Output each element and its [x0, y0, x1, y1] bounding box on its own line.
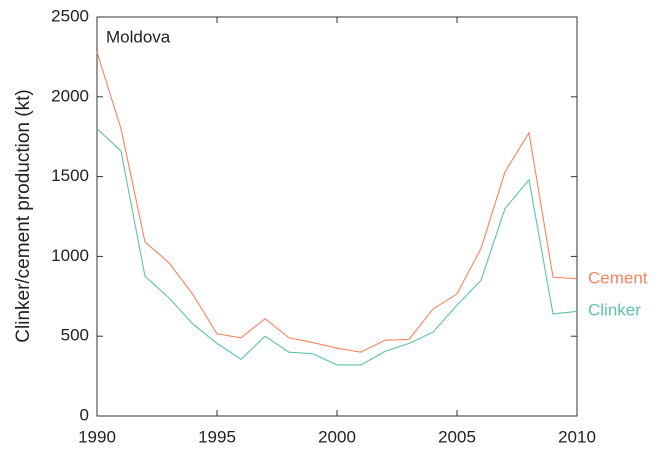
y-axis-label: Clinker/cement production (kt): [13, 89, 34, 342]
x-tick-label: 2005: [438, 427, 476, 446]
annotation: Moldova: [106, 27, 171, 46]
x-tick-label: 2000: [318, 427, 356, 446]
series-line: [96, 128, 578, 366]
y-tick-label: 2500: [51, 6, 89, 25]
y-tick-label: 2000: [51, 86, 89, 105]
legend-label: Cement: [588, 268, 648, 287]
x-tick-label: 1990: [78, 427, 116, 446]
y-tick-label: 500: [61, 326, 89, 345]
series-line: [96, 51, 578, 353]
y-tick-label: 1000: [51, 246, 89, 265]
x-tick-label: 1995: [198, 427, 236, 446]
plot-frame: [96, 16, 578, 417]
legend-label: Clinker: [588, 300, 641, 319]
x-tick-label: 2010: [558, 427, 596, 446]
y-tick-label: 1500: [51, 166, 89, 185]
y-tick-label: 0: [80, 405, 89, 424]
